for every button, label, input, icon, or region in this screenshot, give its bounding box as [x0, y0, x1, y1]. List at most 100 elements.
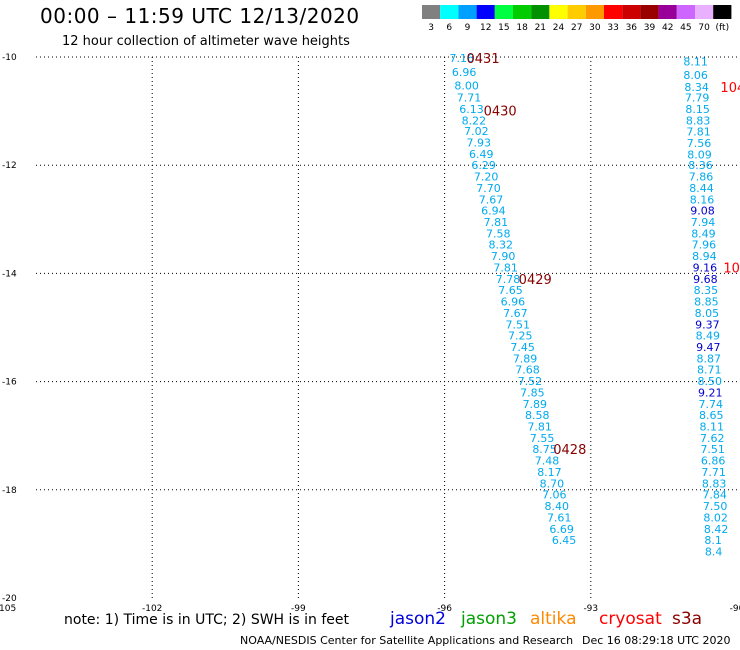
swh-value-label: 7.06 — [542, 489, 567, 502]
swh-value-label: 7.58 — [486, 227, 511, 240]
legend-tick-label: 3 — [428, 23, 434, 33]
swh-value-label: 7.25 — [508, 330, 533, 343]
swh-value-label: 7.51 — [506, 318, 531, 331]
swh-value-label: 7.86 — [689, 171, 714, 184]
pass-time-label: 0428 — [553, 443, 586, 458]
swh-value-label: 9.37 — [695, 318, 720, 331]
swh-value-label: 7.78 — [496, 273, 521, 286]
swh-value-label: 6.29 — [471, 159, 496, 172]
swh-value-label: 6.13 — [459, 103, 484, 116]
swh-value-label: 7.96 — [692, 239, 717, 252]
swh-value-label: 7.45 — [510, 341, 535, 354]
swh-value-label: 7.84 — [702, 489, 727, 502]
legend-tick-label: 70 — [698, 23, 710, 33]
swh-value-label: 9.68 — [693, 273, 718, 286]
swh-value-label: 7.67 — [503, 307, 527, 320]
legend-tick-label: 24 — [553, 23, 565, 33]
y-tick-label: -18 — [2, 486, 17, 496]
swh-value-label: 6.45 — [552, 534, 577, 547]
legend-swatch — [549, 5, 568, 19]
swh-value-label: 8.36 — [688, 159, 713, 172]
pass-time-label: 10 — [723, 261, 740, 276]
swh-value-label: 6.94 — [481, 205, 506, 218]
swh-value-label: 7.89 — [513, 352, 538, 365]
legend-unit-label: (ft) — [716, 23, 730, 33]
swh-value-label: 7.65 — [498, 284, 523, 297]
x-tick-label: -96 — [437, 604, 452, 614]
legend-tick-label: 42 — [662, 23, 673, 33]
legend-swatch — [622, 5, 641, 19]
swh-value-label: 8.42 — [704, 523, 729, 536]
swh-value-label: 7.89 — [523, 398, 548, 411]
swh-value-label: 7.71 — [701, 466, 726, 479]
swh-value-label: 8.15 — [685, 103, 710, 116]
swh-value-label: 8.00 — [454, 80, 479, 93]
swh-value-label: 7.56 — [687, 137, 712, 150]
legend-tick-label: 36 — [626, 23, 638, 33]
swh-value-label: 8.65 — [699, 409, 724, 422]
legend-tick-label: 39 — [644, 23, 656, 33]
swh-value-label: 8.71 — [697, 364, 722, 377]
legend-swatch — [604, 5, 623, 19]
swh-value-label: 7.67 — [479, 193, 504, 206]
swh-value-label: 7.50 — [703, 500, 728, 513]
swh-value-label: 8.06 — [683, 69, 708, 82]
swh-value-label: 7.81 — [527, 421, 552, 434]
swh-value-label: 6.96 — [501, 296, 525, 309]
swh-value-label: 8.75 — [532, 443, 557, 456]
swh-value-label: 8.05 — [695, 307, 720, 320]
swh-value-label: 7.52 — [518, 375, 543, 388]
legend-swatch — [585, 5, 604, 19]
swh-value-label: 7.90 — [491, 250, 516, 263]
legend-swatch — [713, 5, 732, 19]
swh-value-label: 7.71 — [457, 92, 482, 105]
swh-value-label: 7.74 — [699, 398, 724, 411]
swh-value-label: 8.44 — [689, 182, 714, 195]
x-tick-label: -102 — [142, 604, 162, 614]
swh-value-label: 7.79 — [685, 92, 710, 105]
swh-value-label: 9.16 — [693, 261, 718, 274]
swh-value-label: 8.50 — [698, 375, 723, 388]
legend-swatch — [531, 5, 550, 19]
swh-value-label: 7.81 — [484, 216, 509, 229]
legend-swatch — [422, 5, 441, 19]
legend-swatch — [440, 5, 459, 19]
legend-tick-label: 30 — [589, 23, 601, 33]
legend-swatch — [640, 5, 659, 19]
legend-tick-label: 18 — [516, 23, 528, 33]
swh-value-label: 8.35 — [694, 284, 719, 297]
swh-value-label: 8.34 — [684, 81, 709, 94]
pass-time-label: 0431 — [467, 52, 500, 67]
swh-value-label: 8.17 — [537, 466, 562, 479]
legend-swatch — [458, 5, 477, 19]
mission-jason3: jason3 — [461, 609, 517, 629]
swh-value-label: 6.69 — [549, 523, 574, 536]
swh-value-label: 8.09 — [687, 148, 712, 161]
legend-tick-label: 12 — [480, 23, 491, 33]
legend-swatch — [513, 5, 532, 19]
swh-value-label: 7.55 — [530, 432, 555, 445]
y-tick-label: -12 — [2, 161, 17, 171]
credit-line: NOAA/NESDIS Center for Satellite Applica… — [240, 634, 574, 647]
legend-swatch — [476, 5, 495, 19]
legend-tick-label: 33 — [607, 23, 618, 33]
y-tick-label: -16 — [2, 378, 17, 388]
swh-value-label: 8.49 — [691, 227, 716, 240]
swh-value-label: 7.94 — [691, 216, 716, 229]
swh-value-label: 8.83 — [686, 114, 711, 127]
swh-value-label: 8.87 — [697, 352, 722, 365]
legend-swatch — [494, 5, 513, 19]
swh-value-label: 8.16 — [690, 193, 715, 206]
swh-value-label: 8.1 — [704, 534, 722, 547]
swh-value-label: 8.58 — [525, 409, 550, 422]
x-tick-label: -99 — [291, 604, 306, 614]
swh-value-label: 6.49 — [469, 148, 494, 161]
legend-tick-label: 15 — [498, 23, 509, 33]
swh-value-label: 8.32 — [488, 239, 512, 252]
swh-value-label: 9.08 — [690, 205, 715, 218]
swh-value-label: 7.51 — [700, 443, 725, 456]
chart-subtitle: 12 hour collection of altimeter wave hei… — [62, 34, 350, 49]
swh-value-label: 8.49 — [696, 330, 721, 343]
swh-value-label: 8.85 — [694, 296, 719, 309]
swh-value-label: 8.70 — [540, 477, 565, 490]
